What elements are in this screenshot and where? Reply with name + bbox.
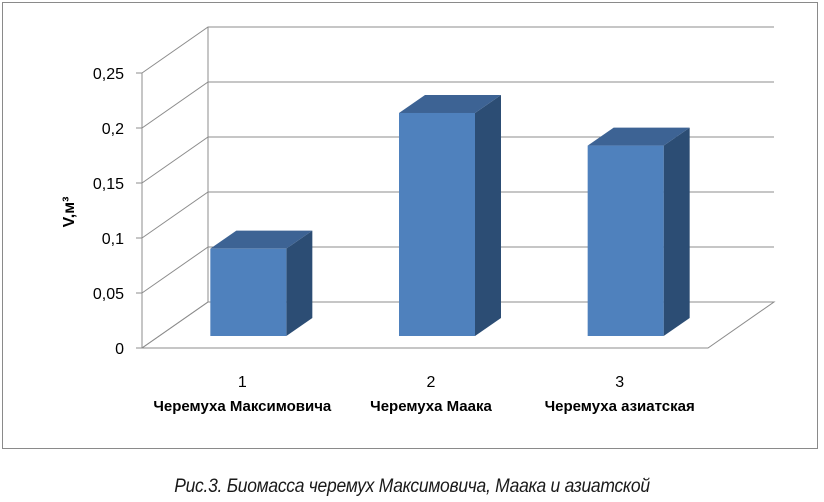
category-labels: 1 Черемуха Максимовича 2 Черемуха Маака 3 Чер…: [153, 374, 694, 415]
bar-top: [210, 230, 313, 249]
gridline: [141, 26, 774, 74]
y-axis-label: V,м³: [61, 197, 78, 228]
category-name: Черемуха азиатская: [545, 398, 695, 415]
category-name: Черемуха Максимовича: [153, 398, 332, 415]
chart: 0 0,05 0,1 0,15 0,2 0,25 1 Черемуха Максимович…: [61, 26, 776, 415]
bar-top: [399, 94, 501, 113]
gridlines: [140, 26, 776, 349]
category-number: 2: [427, 374, 436, 391]
y-tick-label: 0,15: [93, 176, 124, 193]
figure-caption: Рис.3. Биомасса черемух Максимовича, Маа…: [174, 476, 650, 497]
category-name: Черемуха Маака: [370, 398, 492, 415]
bar-side: [663, 127, 690, 336]
bar-side: [475, 94, 501, 336]
y-tick-label: 0,05: [93, 286, 124, 303]
y-tick-label: 0,25: [93, 66, 124, 83]
bar-front: [399, 112, 475, 336]
bar-side: [286, 230, 313, 336]
category-number: 3: [615, 374, 624, 391]
y-tick-label: 0: [115, 341, 124, 358]
bar-front: [587, 145, 664, 336]
floor: [140, 301, 776, 349]
y-axis: 0 0,05 0,1 0,15 0,2 0,25: [93, 66, 142, 358]
bar: [587, 127, 690, 336]
category-number: 1: [238, 374, 247, 391]
bar: [399, 94, 501, 336]
y-tick-label: 0,1: [102, 231, 124, 248]
y-tick-label: 0,2: [102, 121, 124, 138]
bar-front: [210, 248, 287, 336]
bar-top: [587, 127, 690, 146]
bars: [210, 94, 690, 336]
bar: [210, 230, 313, 336]
